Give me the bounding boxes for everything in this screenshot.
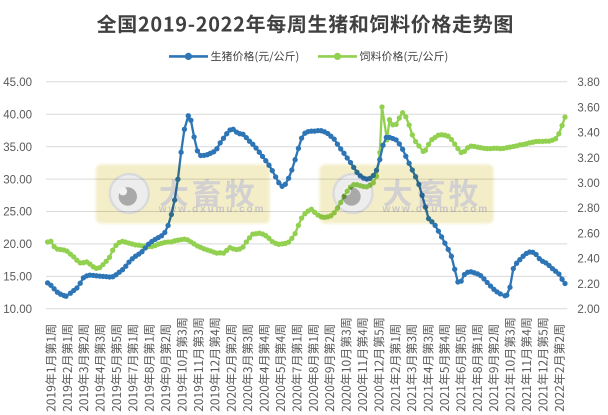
svg-text:3.60: 3.60 xyxy=(577,102,599,114)
svg-text:10.00: 10.00 xyxy=(3,304,32,316)
svg-text:3.00: 3.00 xyxy=(577,178,599,190)
svg-text:30.00: 30.00 xyxy=(3,174,32,186)
svg-text:2.20: 2.20 xyxy=(577,279,599,291)
svg-text:www.dxumu.com: www.dxumu.com xyxy=(382,204,490,215)
svg-text:2.60: 2.60 xyxy=(577,228,599,240)
svg-text:40.00: 40.00 xyxy=(3,109,32,121)
svg-text:45.00: 45.00 xyxy=(3,77,32,89)
svg-text:2.40: 2.40 xyxy=(577,254,599,266)
svg-text:2.00: 2.00 xyxy=(577,304,599,316)
svg-text:3.40: 3.40 xyxy=(577,128,599,140)
svg-text:www.dxumu.com: www.dxumu.com xyxy=(158,204,266,215)
svg-text:35.00: 35.00 xyxy=(3,142,32,154)
svg-text:3.80: 3.80 xyxy=(577,77,599,89)
svg-text:15.00: 15.00 xyxy=(3,272,32,284)
svg-text:20.00: 20.00 xyxy=(3,239,32,251)
svg-text:2.80: 2.80 xyxy=(577,203,599,215)
svg-text:3.20: 3.20 xyxy=(577,153,599,165)
svg-text:25.00: 25.00 xyxy=(3,207,32,219)
